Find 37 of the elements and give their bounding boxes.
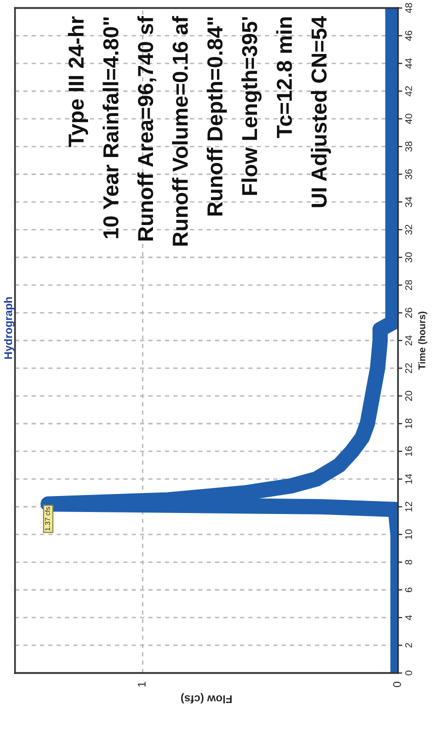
y-tick-label: 46 — [405, 30, 412, 41]
annotation: UI Adjusted CN=54 — [310, 16, 331, 208]
annotation: Flow Length=395' — [241, 17, 262, 195]
y-tick-label: 16 — [405, 446, 412, 456]
x-axis-title: Flow (cfs) — [181, 693, 232, 704]
y-tick-label: 48 — [405, 3, 412, 14]
y-tick-label: 32 — [405, 224, 412, 235]
annotation: 10 Year Rainfall=4.80" — [102, 17, 118, 238]
y-tick-label: 38 — [405, 142, 412, 152]
y-tick-label: 24 — [405, 335, 412, 346]
y-tick-label: 10 — [405, 529, 412, 540]
y-tick-label: 30 — [405, 252, 412, 262]
y-tick-label: 22 — [405, 363, 412, 374]
y-tick-label: 4 — [405, 615, 412, 620]
annotation: Type III 24-hr — [68, 16, 88, 147]
annotation: Tc=12.8 min — [276, 17, 292, 138]
y-tick-label: 40 — [405, 114, 412, 124]
y-tick-label: 18 — [405, 418, 412, 428]
y-tick-label: 6 — [405, 588, 412, 592]
y-tick-label: 0 — [405, 670, 412, 676]
y-tick-label: 36 — [405, 169, 412, 180]
text: Hydrograph — [4, 297, 14, 359]
annotation: Runoff Volume=0.16 af — [172, 16, 188, 246]
y-tick-label: 34 — [405, 196, 412, 207]
y-tick-label: 42 — [405, 86, 412, 96]
y-tick-label: 28 — [405, 280, 412, 290]
y-tick-label: 26 — [405, 308, 412, 318]
y-tick-label: 12 — [405, 502, 412, 512]
annotation: Runoff Area=96,740 sf — [137, 16, 156, 240]
y-tick-label: 14 — [405, 474, 412, 484]
y-axis-title: Time (hours) — [418, 312, 428, 370]
annotation: Runoff Depth=0.84" — [206, 17, 227, 216]
y-tick-label: 2 — [405, 643, 412, 648]
x-tick-label: 1 — [138, 682, 146, 687]
y-tick-label: 20 — [405, 390, 412, 401]
y-tick-label: 44 — [405, 58, 412, 69]
y-tick-label: 8 — [405, 560, 412, 564]
